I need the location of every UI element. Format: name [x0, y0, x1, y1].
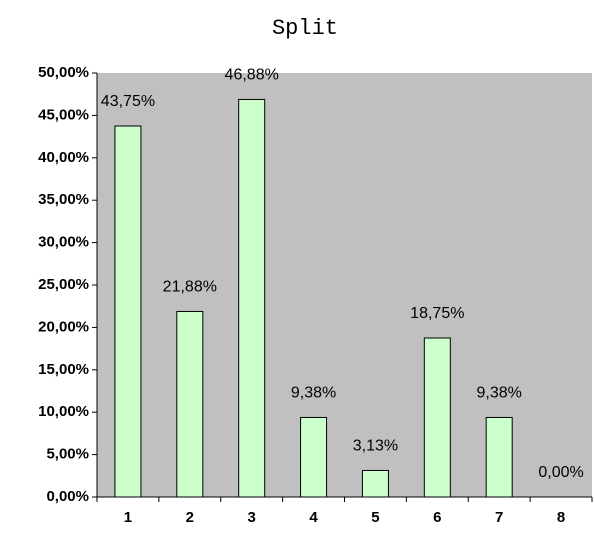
y-tick-label: 50,00%: [38, 64, 89, 81]
y-tick-label: 30,00%: [38, 234, 89, 251]
bar: [114, 125, 142, 498]
data-label: 21,88%: [163, 279, 217, 296]
data-label: 0,00%: [538, 464, 583, 481]
y-tick-label: 20,00%: [38, 318, 89, 335]
bar: [300, 416, 328, 498]
y-tick-label: 10,00%: [38, 403, 89, 420]
data-label: 9,38%: [477, 385, 522, 402]
data-label: 43,75%: [101, 93, 155, 110]
y-tick-label: 35,00%: [38, 191, 89, 208]
x-tick-label: 8: [557, 509, 565, 526]
bar: [238, 98, 266, 498]
y-tick-label: 40,00%: [38, 149, 89, 166]
data-label: 9,38%: [291, 385, 336, 402]
bar: [423, 337, 451, 498]
chart-title: Split: [272, 16, 338, 41]
y-tick-label: 25,00%: [38, 276, 89, 293]
y-tick-label: 0,00%: [46, 488, 89, 505]
x-tick-label: 2: [186, 509, 194, 526]
data-label: 18,75%: [410, 305, 464, 322]
y-tick-label: 15,00%: [38, 361, 89, 378]
y-tick-label: 5,00%: [46, 446, 89, 463]
bar: [176, 310, 204, 498]
x-tick-label: 1: [124, 509, 132, 526]
data-label: 3,13%: [353, 438, 398, 455]
bar: [361, 469, 389, 498]
y-tick-label: 45,00%: [38, 106, 89, 123]
x-tick-label: 5: [371, 509, 379, 526]
x-tick-label: 3: [248, 509, 256, 526]
bar: [485, 416, 513, 498]
data-label: 46,88%: [225, 67, 279, 84]
x-tick-label: 6: [433, 509, 441, 526]
x-tick-label: 7: [495, 509, 503, 526]
x-tick-label: 4: [309, 509, 318, 526]
